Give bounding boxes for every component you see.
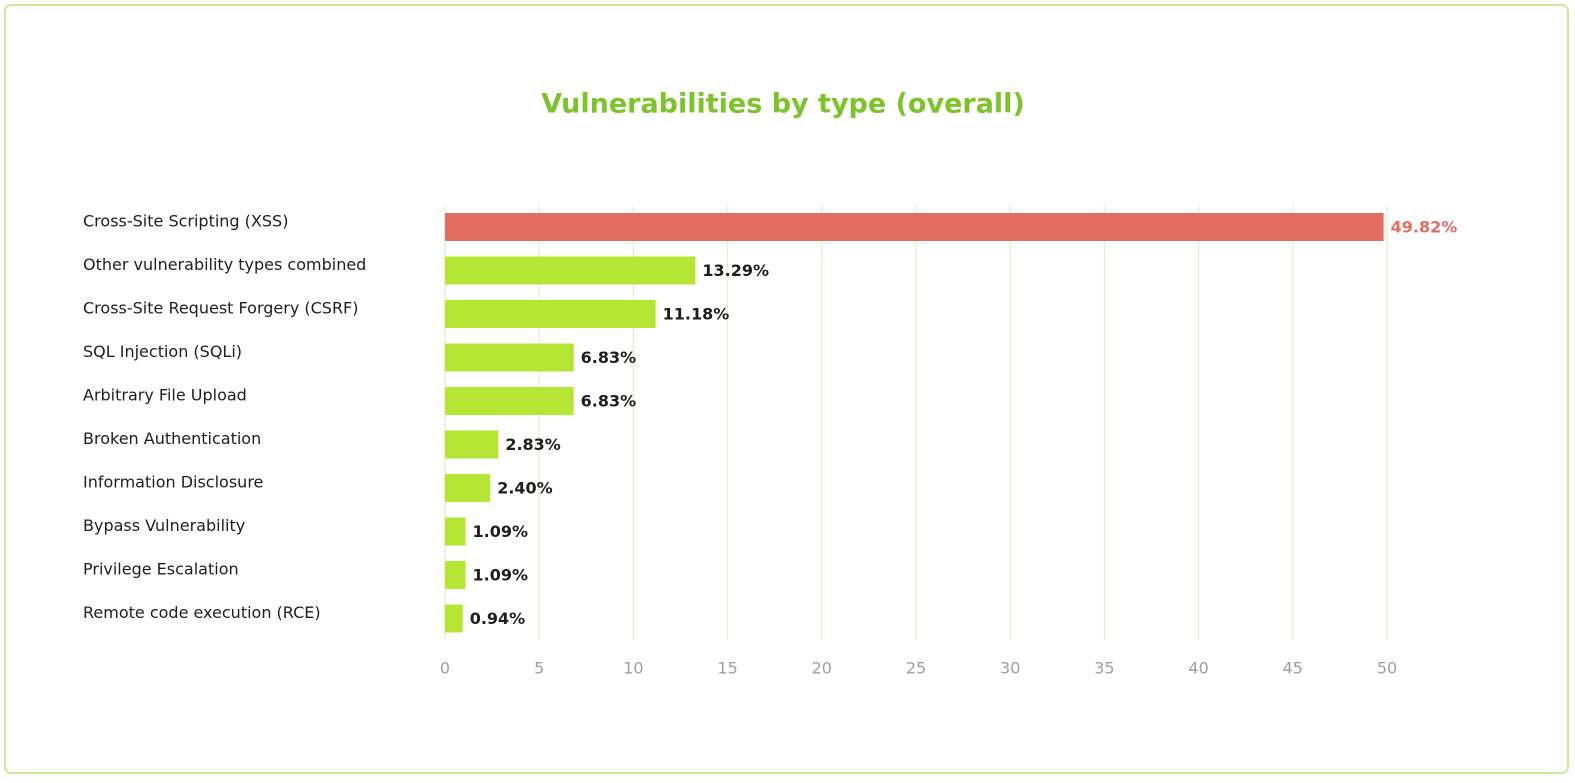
category-label: Cross-Site Request Forgery (CSRF) — [83, 299, 359, 318]
bar — [445, 300, 656, 328]
x-tick-label: 10 — [623, 659, 643, 678]
value-label: 0.94% — [470, 609, 526, 628]
bar — [445, 604, 463, 633]
category-label: Remote code execution (RCE) — [83, 603, 321, 622]
x-tick-label: 50 — [1377, 659, 1397, 678]
category-label: Information Disclosure — [83, 473, 263, 492]
category-label: Other vulnerability types combined — [83, 255, 366, 274]
bar — [445, 517, 466, 546]
value-label: 11.18% — [663, 305, 730, 324]
bar — [445, 213, 1384, 241]
x-tick-label: 30 — [1000, 659, 1020, 678]
category-label: Cross-Site Scripting (XSS) — [83, 212, 288, 231]
value-label: 2.40% — [497, 479, 553, 498]
x-tick-label: 20 — [812, 659, 832, 678]
bar — [445, 561, 466, 589]
x-tick-label: 25 — [906, 659, 926, 678]
value-label: 13.29% — [702, 261, 769, 280]
x-tick-label: 40 — [1188, 659, 1208, 678]
category-label: Broken Authentication — [83, 429, 261, 448]
x-tick-label: 5 — [534, 659, 544, 678]
frame — [4, 4, 1569, 774]
bar — [445, 474, 491, 502]
chart-title: Vulnerabilities by type (overall) — [541, 89, 1025, 120]
x-tick-label: 15 — [717, 659, 737, 678]
bar — [445, 387, 574, 415]
value-label: 6.83% — [581, 348, 637, 367]
category-label: Bypass Vulnerability — [83, 516, 245, 535]
category-label: Privilege Escalation — [83, 560, 239, 579]
bar — [445, 430, 499, 459]
x-tick-label: 0 — [440, 659, 450, 678]
category-label: Arbitrary File Upload — [83, 386, 247, 405]
bar — [445, 256, 696, 285]
x-tick-label: 45 — [1283, 659, 1303, 678]
category-label: SQL Injection (SQLi) — [83, 342, 242, 361]
x-tick-label: 35 — [1094, 659, 1114, 678]
value-label: 1.09% — [473, 566, 529, 585]
value-label: 49.82% — [1391, 218, 1458, 237]
value-label: 2.83% — [505, 435, 561, 454]
bar — [445, 343, 574, 372]
value-label: 1.09% — [473, 522, 529, 541]
value-label: 6.83% — [581, 392, 637, 411]
